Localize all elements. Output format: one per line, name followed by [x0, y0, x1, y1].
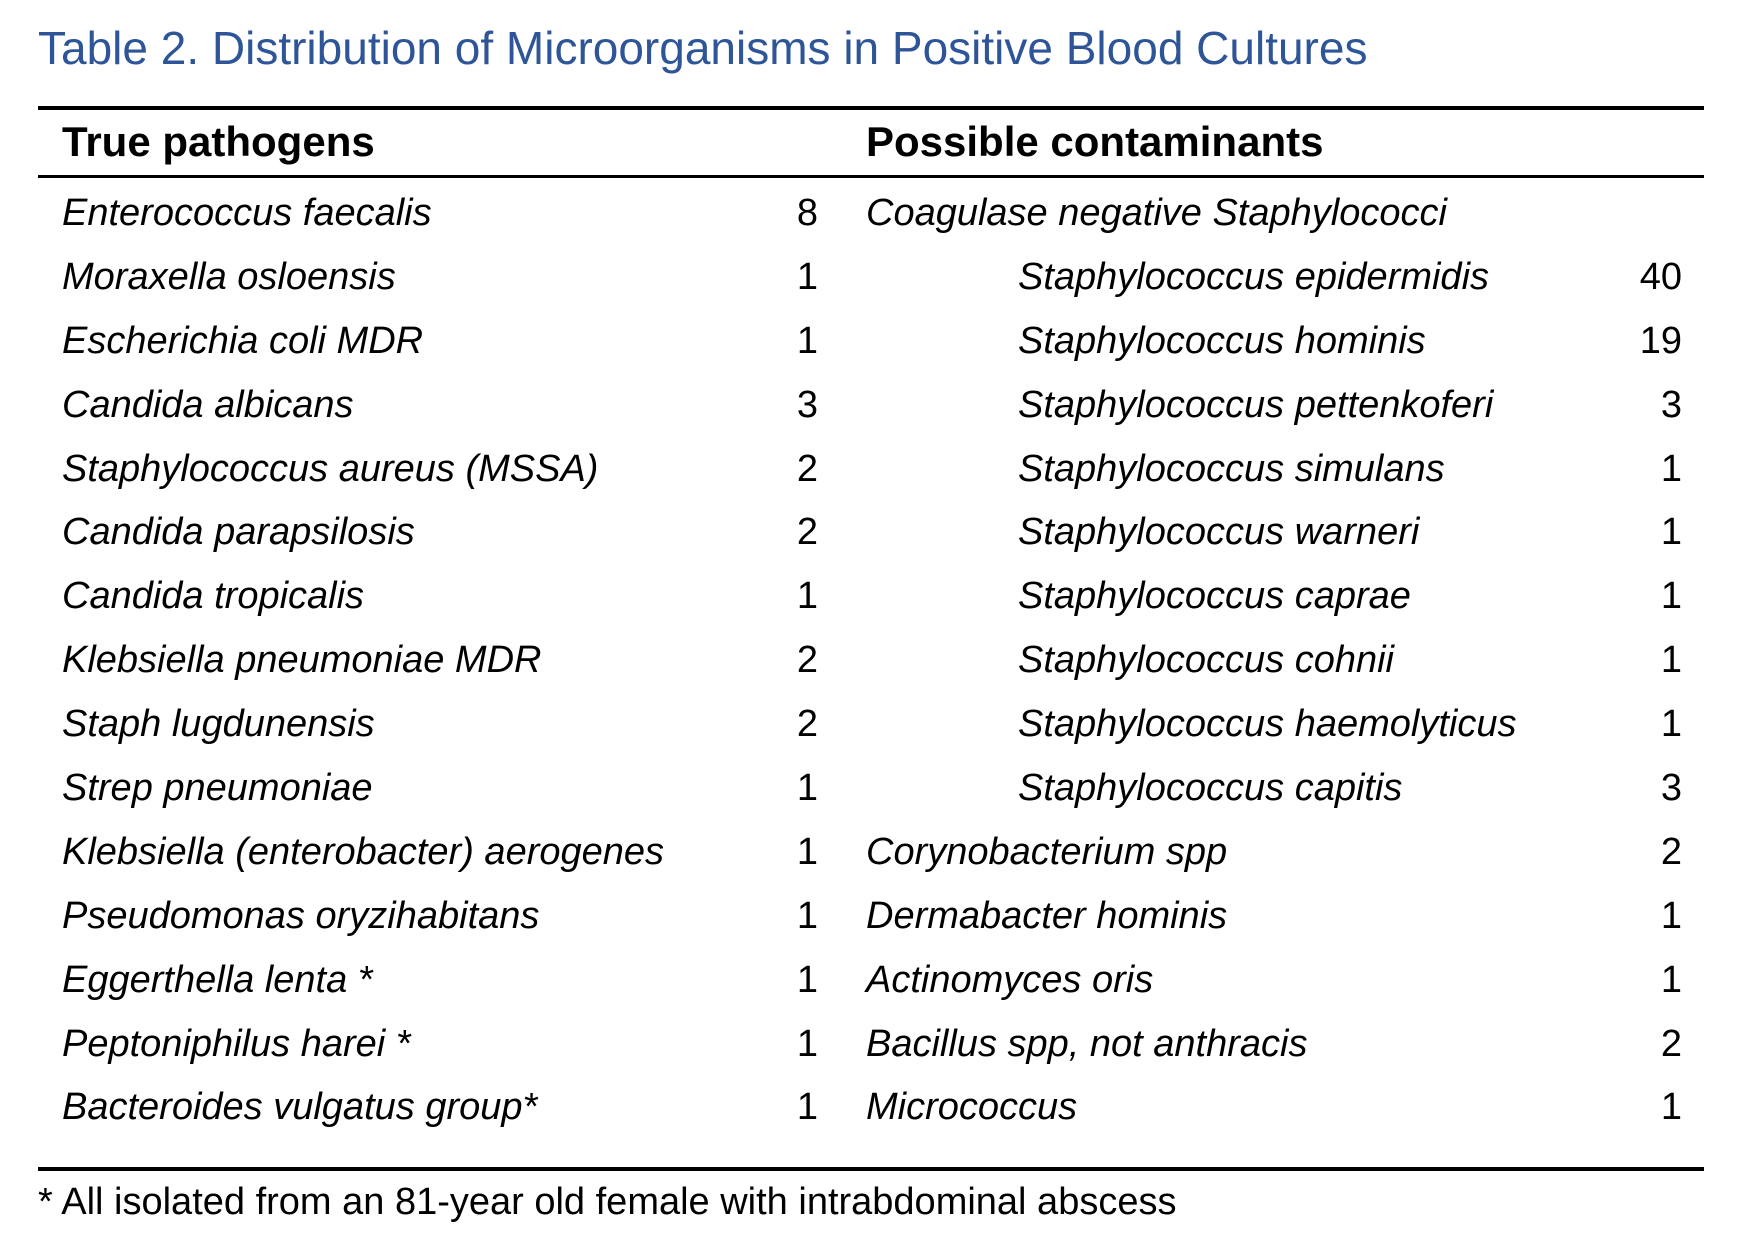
contaminant-name: Staphylococcus pettenkoferi	[1018, 383, 1494, 426]
true-pathogen-name: Candida albicans	[62, 383, 354, 426]
true-pathogen-name: Moraxella osloensis	[62, 255, 396, 298]
contaminant-name: Staphylococcus epidermidis	[1018, 255, 1490, 298]
true-pathogen-name: Bacteroides vulgatus group*	[62, 1086, 538, 1129]
contaminant-name: Staphylococcus simulans	[1018, 447, 1445, 490]
true-pathogen-count: 1	[796, 1022, 818, 1065]
contaminant-name: Actinomyces oris	[866, 958, 1154, 1001]
header-true-pathogens: True pathogens	[62, 118, 375, 165]
contaminant-count: 3	[1660, 767, 1682, 810]
table-top-rule	[38, 106, 1704, 110]
contaminant-name: Staphylococcus caprae	[1018, 575, 1411, 618]
true-pathogen-count: 1	[796, 319, 818, 362]
contaminant-name: Staphylococcus cohnii	[1018, 639, 1394, 682]
true-pathogen-name: Eggerthella lenta *	[62, 958, 373, 1001]
table-row: Pseudomonas oryzihabitans 1 Dermabacter ho…	[0, 885, 1738, 949]
true-pathogen-name: Strep pneumoniae	[62, 767, 373, 810]
true-pathogen-count: 2	[796, 703, 818, 746]
true-pathogen-count: 1	[796, 767, 818, 810]
true-pathogen-count: 1	[796, 894, 818, 937]
contaminant-count: 1	[1660, 703, 1682, 746]
contaminant-name: Staphylococcus warneri	[1018, 511, 1420, 554]
true-pathogen-count: 1	[796, 575, 818, 618]
table-row: Moraxella osloensis 1 Staphylococcus epide…	[0, 246, 1738, 310]
contaminant-count: 1	[1660, 639, 1682, 682]
true-pathogen-count: 2	[796, 639, 818, 682]
contaminant-name: Dermabacter hominis	[866, 894, 1228, 937]
table-row: Strep pneumoniae 1 Staphylococcus capitis 3	[0, 757, 1738, 821]
true-pathogen-name: Klebsiella pneumoniae MDR	[62, 639, 542, 682]
true-pathogen-name: Candida parapsilosis	[62, 511, 415, 554]
contaminant-count: 40	[1639, 255, 1682, 298]
contaminant-count: 19	[1639, 319, 1682, 362]
table-row: Candida albicans 3 Staphylococcus pettenko…	[0, 374, 1738, 438]
table-row: Klebsiella pneumoniae MDR 2 Staphylococcus…	[0, 629, 1738, 693]
contaminant-count: 1	[1660, 447, 1682, 490]
true-pathogen-name: Escherichia coli MDR	[62, 319, 424, 362]
true-pathogen-name: Staphylococcus aureus (MSSA)	[62, 447, 599, 490]
true-pathogen-count: 8	[796, 192, 818, 234]
true-pathogen-count: 2	[796, 447, 818, 490]
table-row: Candida parapsilosis 2 Staphylococcus warn…	[0, 501, 1738, 565]
true-pathogen-name: Enterococcus faecalis	[62, 192, 432, 234]
table-row: Peptoniphilus harei * 1 Bacillus spp, not …	[0, 1013, 1738, 1077]
table-row: Klebsiella (enterobacter) aerogenes 1 Cory…	[0, 821, 1738, 885]
table-row: Eggerthella lenta * 1 Actinomyces oris 1	[0, 949, 1738, 1013]
contaminant-name: Bacillus spp, not anthracis	[866, 1022, 1308, 1065]
table-row: Staphylococcus aureus (MSSA) 2 Staphylococ…	[0, 438, 1738, 502]
table-row: Escherichia coli MDR 1 Staphylococcus homi…	[0, 310, 1738, 374]
true-pathogen-count: 2	[796, 511, 818, 554]
contaminant-count: 1	[1660, 511, 1682, 554]
contaminant-name: Staphylococcus capitis	[1018, 767, 1403, 810]
contaminant-name: Staphylococcus hominis	[1018, 319, 1426, 362]
contaminant-name: Micrococcus	[866, 1086, 1078, 1129]
table-row: Staph lugdunensis 2 Staphylococcus haemoly…	[0, 693, 1738, 757]
true-pathogen-count: 1	[796, 1086, 818, 1129]
table-body: Enterococcus faecalis 8 Coagulase negative…	[0, 182, 1738, 1140]
table-header-rule	[38, 175, 1704, 178]
contaminant-count: 3	[1660, 383, 1682, 426]
true-pathogen-name: Staph lugdunensis	[62, 703, 375, 746]
contaminant-name: Corynobacterium spp	[866, 830, 1228, 873]
table-row: Enterococcus faecalis 8 Coagulase negative…	[0, 182, 1738, 246]
table-row: Candida tropicalis 1 Staphylococcus caprae…	[0, 565, 1738, 629]
table-bottom-rule	[38, 1167, 1704, 1171]
true-pathogen-name: Candida tropicalis	[62, 575, 365, 618]
table-title: Table 2. Distribution of Microorganisms …	[38, 22, 1368, 74]
true-pathogen-count: 1	[796, 255, 818, 298]
table-footnote: * All isolated from an 81-year old femal…	[38, 1181, 1177, 1223]
contaminant-count: 1	[1660, 894, 1682, 937]
table-row: Bacteroides vulgatus group* 1 Micrococcus 1	[0, 1076, 1738, 1140]
contaminant-count: 1	[1660, 958, 1682, 1001]
contaminant-count: 1	[1660, 1086, 1682, 1129]
true-pathogen-count: 3	[796, 383, 818, 426]
true-pathogen-name: Peptoniphilus harei *	[62, 1022, 411, 1065]
true-pathogen-name: Pseudomonas oryzihabitans	[62, 894, 540, 937]
true-pathogen-name: Klebsiella (enterobacter) aerogenes	[62, 830, 665, 873]
contaminant-count: 1	[1660, 575, 1682, 618]
true-pathogen-count: 1	[796, 830, 818, 873]
contaminant-count: 2	[1660, 1022, 1682, 1065]
contaminant-count: 2	[1660, 830, 1682, 873]
contaminant-name: Staphylococcus haemolyticus	[1018, 703, 1517, 746]
header-possible-contaminants: Possible contaminants	[866, 118, 1324, 165]
true-pathogen-count: 1	[796, 958, 818, 1001]
contaminant-name: Coagulase negative Staphylococci	[866, 192, 1447, 234]
